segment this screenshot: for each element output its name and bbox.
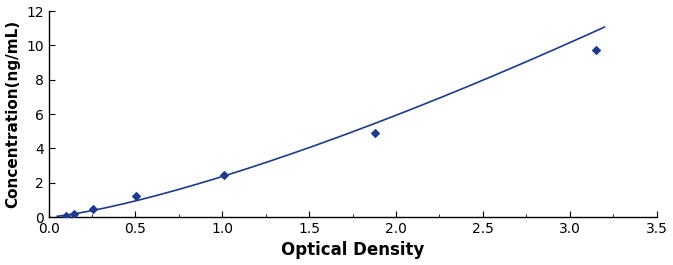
Y-axis label: Concentration(ng/mL): Concentration(ng/mL) <box>5 20 21 208</box>
X-axis label: Optical Density: Optical Density <box>281 241 424 259</box>
